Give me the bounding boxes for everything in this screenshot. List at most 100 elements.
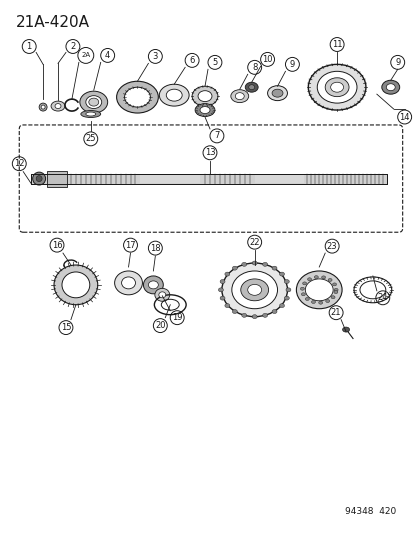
Ellipse shape (244, 82, 258, 92)
Text: 15: 15 (61, 323, 71, 332)
Ellipse shape (271, 310, 276, 313)
Text: 21A-420A: 21A-420A (16, 15, 90, 30)
Ellipse shape (85, 95, 102, 109)
Text: 16: 16 (52, 240, 62, 249)
Ellipse shape (195, 103, 214, 117)
Ellipse shape (330, 82, 343, 92)
Ellipse shape (55, 103, 61, 109)
Ellipse shape (159, 84, 189, 106)
Text: 25: 25 (85, 134, 96, 143)
Ellipse shape (220, 280, 225, 284)
Ellipse shape (300, 287, 304, 290)
Ellipse shape (124, 87, 150, 107)
Ellipse shape (318, 301, 322, 304)
Ellipse shape (252, 261, 256, 265)
Text: 19: 19 (171, 313, 182, 322)
Ellipse shape (220, 296, 225, 300)
Ellipse shape (381, 80, 399, 94)
Ellipse shape (333, 290, 337, 294)
Ellipse shape (342, 327, 349, 332)
Text: 4: 4 (105, 51, 110, 60)
Ellipse shape (332, 283, 336, 286)
Ellipse shape (88, 98, 98, 106)
Text: 22: 22 (249, 238, 259, 247)
Ellipse shape (328, 278, 331, 281)
Ellipse shape (221, 263, 287, 317)
Text: 94348  420: 94348 420 (344, 507, 396, 516)
Ellipse shape (279, 272, 284, 276)
Ellipse shape (54, 265, 97, 305)
Text: 2: 2 (70, 42, 75, 51)
Ellipse shape (284, 280, 289, 284)
Ellipse shape (271, 89, 282, 97)
Ellipse shape (316, 71, 356, 103)
Ellipse shape (232, 266, 237, 270)
Text: 18: 18 (150, 244, 160, 253)
Bar (254, 175, 304, 183)
Ellipse shape (271, 266, 276, 270)
Ellipse shape (154, 288, 169, 301)
Text: 7: 7 (214, 131, 219, 140)
Text: 8: 8 (252, 63, 257, 72)
Ellipse shape (296, 271, 341, 309)
Ellipse shape (302, 282, 306, 285)
Ellipse shape (252, 314, 256, 319)
Ellipse shape (241, 262, 246, 266)
Ellipse shape (33, 172, 45, 185)
Bar (47, 171, 67, 187)
Ellipse shape (311, 301, 315, 303)
Ellipse shape (166, 89, 182, 101)
Text: 1: 1 (26, 42, 32, 51)
Text: 23: 23 (326, 241, 337, 251)
Ellipse shape (307, 278, 311, 281)
Ellipse shape (148, 281, 158, 289)
Ellipse shape (80, 91, 107, 113)
Ellipse shape (39, 103, 47, 111)
Text: 13: 13 (204, 148, 215, 157)
Ellipse shape (333, 288, 337, 292)
Ellipse shape (231, 271, 277, 309)
Ellipse shape (199, 107, 209, 114)
Ellipse shape (279, 304, 284, 308)
Ellipse shape (218, 288, 223, 292)
Ellipse shape (143, 276, 163, 294)
Text: 11: 11 (331, 40, 342, 49)
Ellipse shape (159, 292, 165, 298)
Ellipse shape (41, 105, 45, 109)
Ellipse shape (230, 90, 248, 103)
Ellipse shape (301, 293, 305, 296)
Text: 21: 21 (330, 308, 341, 317)
Ellipse shape (224, 304, 229, 308)
Ellipse shape (85, 112, 95, 116)
Text: 6: 6 (189, 56, 195, 65)
Ellipse shape (321, 276, 325, 279)
Text: 2A: 2A (81, 52, 90, 59)
Ellipse shape (121, 277, 135, 289)
Bar (31, 174, 386, 183)
Ellipse shape (267, 86, 287, 101)
Ellipse shape (51, 101, 65, 111)
Ellipse shape (285, 288, 290, 292)
Ellipse shape (224, 272, 229, 276)
Ellipse shape (304, 297, 309, 301)
Ellipse shape (325, 78, 348, 96)
Ellipse shape (232, 310, 237, 313)
Ellipse shape (248, 85, 254, 90)
Text: 12: 12 (14, 159, 24, 168)
Ellipse shape (36, 175, 42, 182)
Ellipse shape (241, 313, 246, 317)
Ellipse shape (81, 110, 100, 117)
Ellipse shape (197, 91, 211, 102)
Text: 5: 5 (212, 58, 217, 67)
Ellipse shape (325, 300, 329, 303)
Ellipse shape (116, 81, 158, 113)
Ellipse shape (235, 93, 244, 100)
Text: 14: 14 (399, 112, 409, 122)
Ellipse shape (262, 313, 267, 317)
Text: 9: 9 (289, 60, 294, 69)
Bar (31, 174, 386, 183)
Text: 20: 20 (155, 321, 165, 330)
Text: 3: 3 (152, 52, 158, 61)
Text: 17: 17 (125, 240, 135, 249)
Ellipse shape (247, 285, 261, 295)
